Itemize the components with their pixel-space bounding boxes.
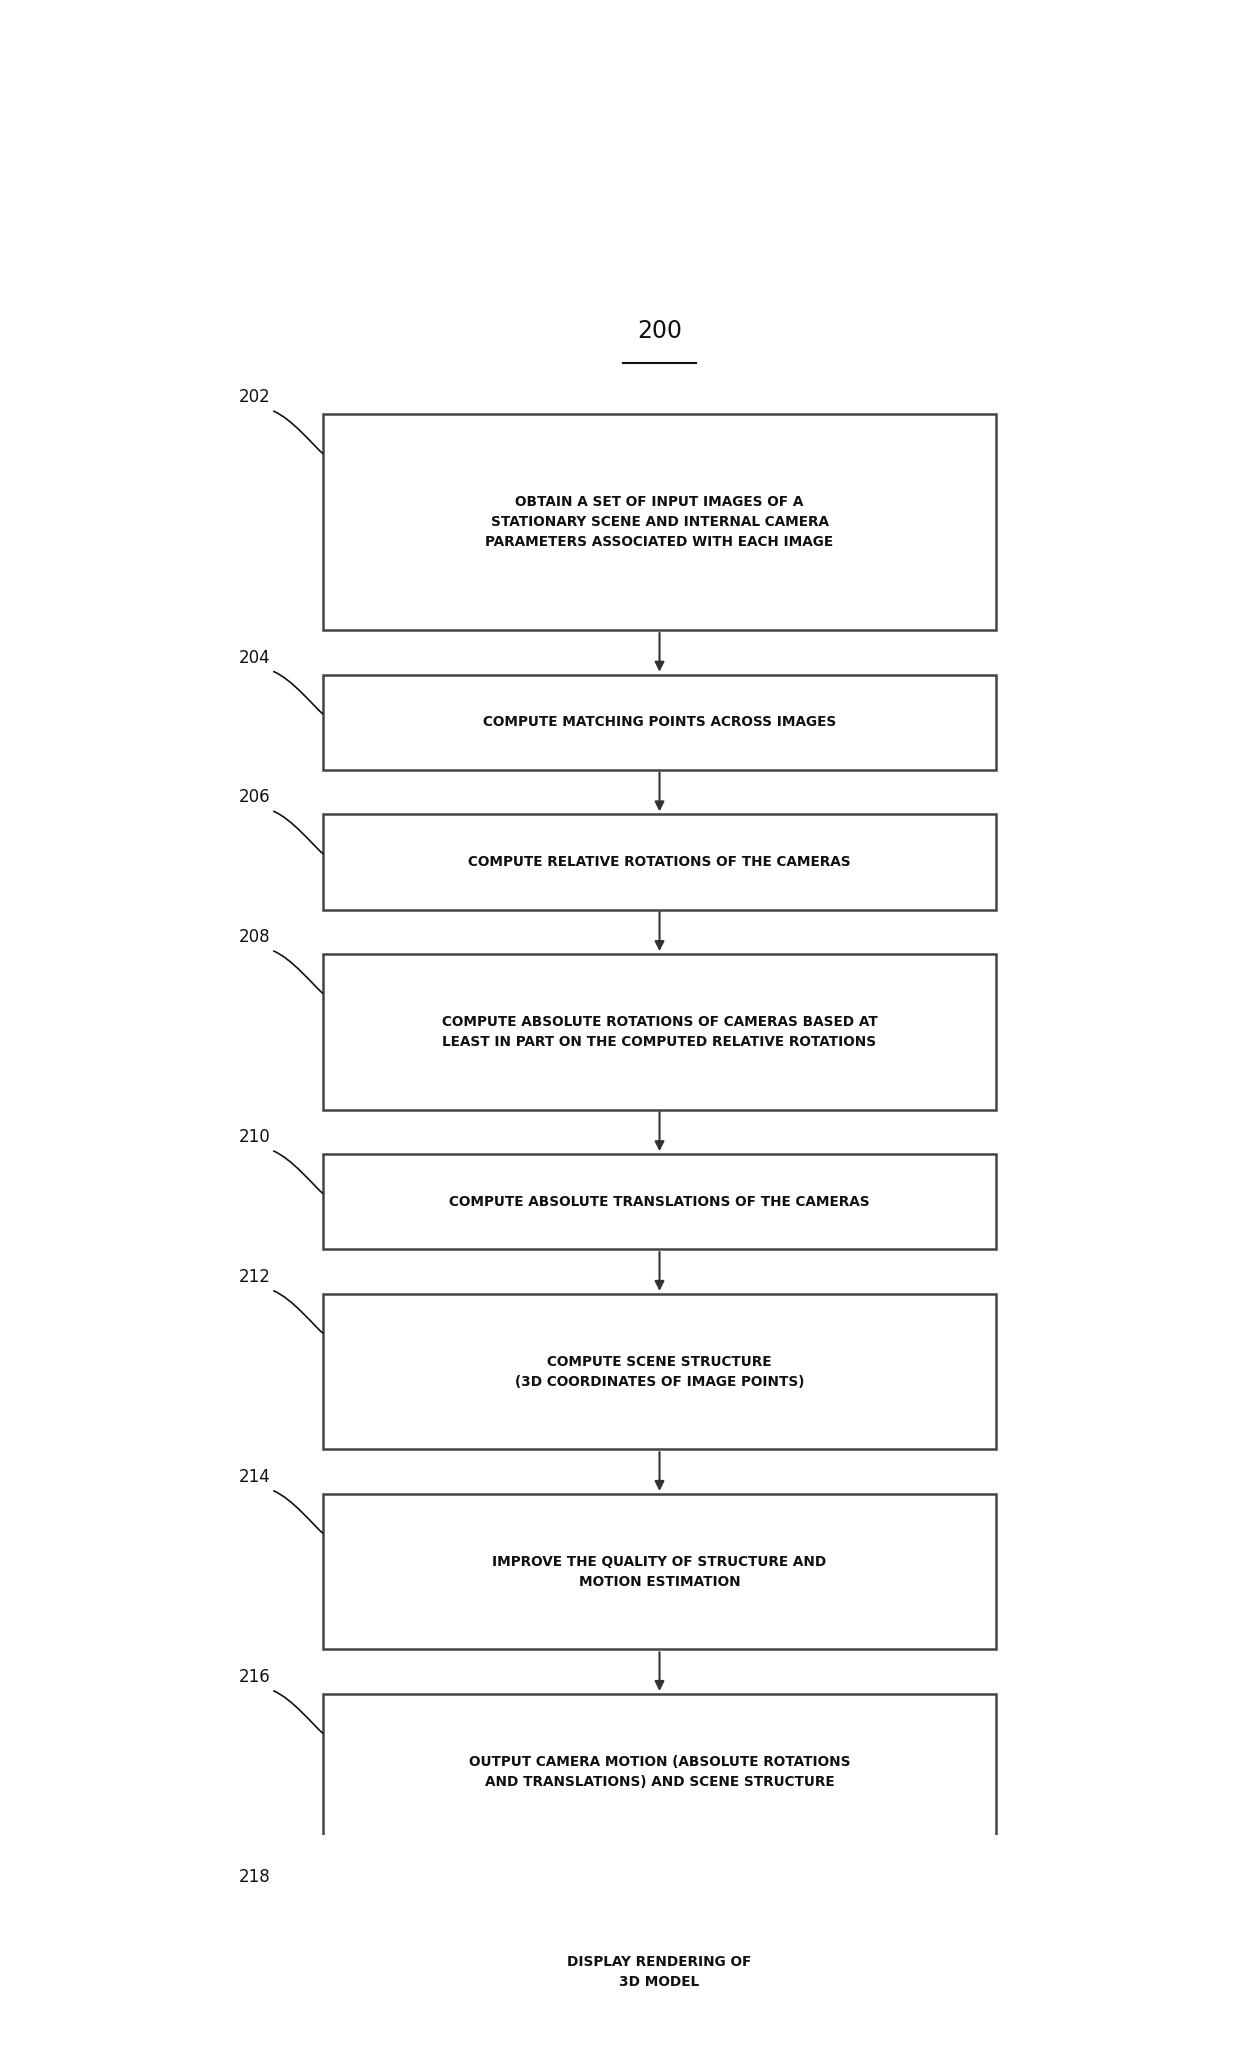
Text: 218: 218 <box>238 1868 270 1887</box>
FancyBboxPatch shape <box>324 1493 996 1650</box>
FancyBboxPatch shape <box>324 674 996 769</box>
Text: 204: 204 <box>238 650 270 666</box>
Text: OBTAIN A SET OF INPUT IMAGES OF A
STATIONARY SCENE AND INTERNAL CAMERA
PARAMETER: OBTAIN A SET OF INPUT IMAGES OF A STATIO… <box>486 495 833 548</box>
Text: COMPUTE RELATIVE ROTATIONS OF THE CAMERAS: COMPUTE RELATIVE ROTATIONS OF THE CAMERA… <box>469 856 851 868</box>
FancyBboxPatch shape <box>324 1155 996 1250</box>
Text: COMPUTE MATCHING POINTS ACROSS IMAGES: COMPUTE MATCHING POINTS ACROSS IMAGES <box>482 716 836 730</box>
FancyBboxPatch shape <box>324 414 996 631</box>
Text: OUTPUT CAMERA MOTION (ABSOLUTE ROTATIONS
AND TRANSLATIONS) AND SCENE STRUCTURE: OUTPUT CAMERA MOTION (ABSOLUTE ROTATIONS… <box>469 1755 851 1788</box>
FancyBboxPatch shape <box>324 814 996 909</box>
Text: 212: 212 <box>238 1268 270 1287</box>
FancyBboxPatch shape <box>324 1693 996 1850</box>
Text: DISPLAY RENDERING OF
3D MODEL: DISPLAY RENDERING OF 3D MODEL <box>568 1955 751 1988</box>
Text: 214: 214 <box>238 1468 270 1487</box>
Text: COMPUTE ABSOLUTE TRANSLATIONS OF THE CAMERAS: COMPUTE ABSOLUTE TRANSLATIONS OF THE CAM… <box>449 1194 869 1208</box>
FancyBboxPatch shape <box>324 1293 996 1450</box>
Text: 216: 216 <box>238 1668 270 1687</box>
Text: COMPUTE ABSOLUTE ROTATIONS OF CAMERAS BASED AT
LEAST IN PART ON THE COMPUTED REL: COMPUTE ABSOLUTE ROTATIONS OF CAMERAS BA… <box>441 1015 878 1050</box>
Text: 200: 200 <box>637 320 682 342</box>
Text: 208: 208 <box>238 928 270 946</box>
Text: IMPROVE THE QUALITY OF STRUCTURE AND
MOTION ESTIMATION: IMPROVE THE QUALITY OF STRUCTURE AND MOT… <box>492 1555 827 1588</box>
Text: 210: 210 <box>238 1128 270 1146</box>
FancyBboxPatch shape <box>324 955 996 1109</box>
FancyBboxPatch shape <box>324 1893 996 2050</box>
Text: 202: 202 <box>238 388 270 406</box>
Text: COMPUTE SCENE STRUCTURE
(3D COORDINATES OF IMAGE POINTS): COMPUTE SCENE STRUCTURE (3D COORDINATES … <box>515 1355 805 1388</box>
Text: 206: 206 <box>238 788 270 806</box>
